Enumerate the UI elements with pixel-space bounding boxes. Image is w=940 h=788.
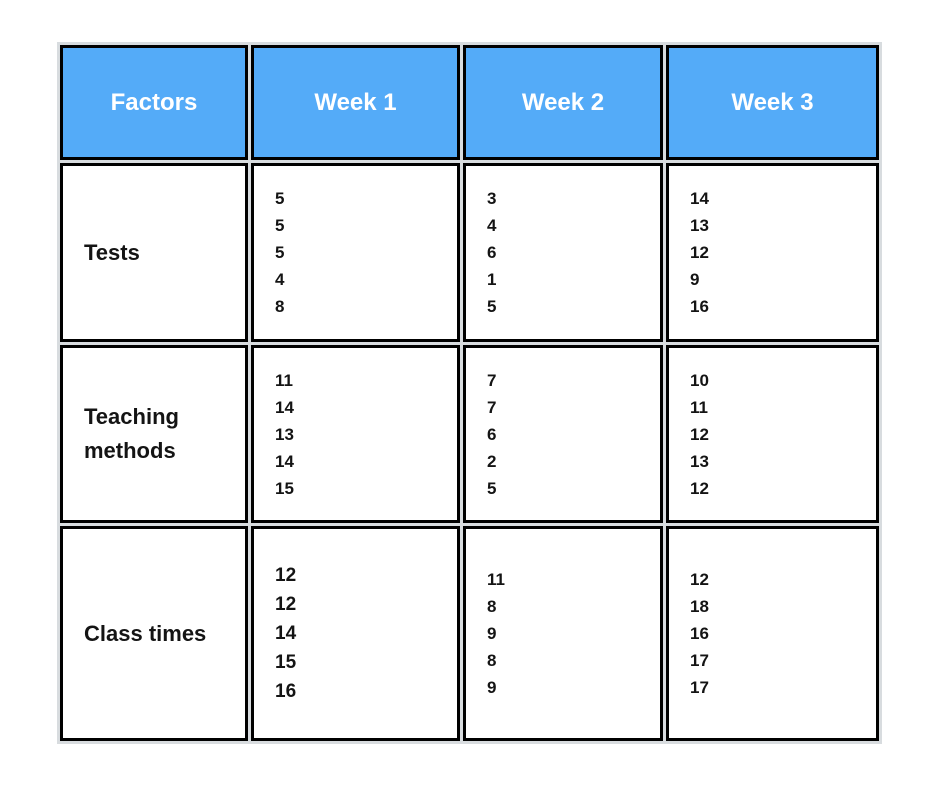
value-line: 4 — [275, 270, 285, 289]
value-line: 5 — [275, 243, 285, 262]
factor-label-class-times: Class times — [60, 526, 248, 741]
value-line: 14 — [275, 623, 297, 644]
value-line: 18 — [690, 597, 709, 616]
value-line: 16 — [275, 681, 297, 702]
value-line: 15 — [275, 652, 297, 673]
value-line: 12 — [275, 594, 297, 615]
header-cell-factors: Factors — [60, 45, 248, 160]
value-line: 10 — [690, 370, 709, 390]
value-line: 16 — [690, 624, 709, 643]
value-line: 8 — [275, 297, 285, 316]
value-line: 13 — [275, 424, 294, 444]
values-cell-tests-week3: 14 13 12 9 16 — [666, 163, 879, 342]
value-line: 1 — [487, 270, 497, 289]
value-line: 12 — [690, 243, 709, 262]
value-line: 5 — [275, 216, 285, 235]
value-line: 11 — [690, 397, 708, 417]
value-line: 3 — [487, 189, 497, 208]
factor-label-teaching-methods: Teaching methods — [60, 345, 248, 523]
value-line: 14 — [275, 451, 294, 471]
value-line: 12 — [275, 565, 297, 586]
value-line: 6 — [487, 243, 497, 262]
value-line: 5 — [275, 189, 285, 208]
value-line: 14 — [690, 189, 709, 208]
value-line: 17 — [690, 678, 709, 697]
table-header: Factors Week 1 Week 2 Week 3 — [60, 45, 879, 160]
values-cell-classtimes-week2: 11 8 9 8 9 — [463, 526, 663, 741]
table-row-class-times: Class times 12 12 14 15 16 11 8 9 8 9 12 18 16 17 17 — [60, 526, 879, 741]
value-line: 8 — [487, 651, 497, 670]
value-line: 12 — [690, 570, 709, 589]
value-line: 5 — [487, 478, 497, 498]
value-line: 7 — [487, 370, 497, 390]
values-cell-tests-week1: 5 5 5 4 8 — [251, 163, 460, 342]
values-cell-teaching-week2: 7 7 6 2 5 — [463, 345, 663, 523]
value-line: 17 — [690, 651, 709, 670]
values-cell-classtimes-week3: 12 18 16 17 17 — [666, 526, 879, 741]
value-line: 14 — [275, 397, 294, 417]
value-line: 11 — [487, 570, 505, 589]
factors-weeks-table: Factors Week 1 Week 2 Week 3 Tests 5 5 5 4 8… — [57, 42, 882, 744]
value-line: 12 — [690, 424, 709, 444]
table-row-teaching-methods: Teaching methods 11 14 13 14 15 7 7 6 2 5 10 11 12… — [60, 345, 879, 523]
header-cell-week1: Week 1 — [251, 45, 460, 160]
value-line: 9 — [487, 624, 497, 643]
factor-label-tests: Tests — [60, 163, 248, 342]
values-cell-tests-week2: 3 4 6 1 5 — [463, 163, 663, 342]
value-line: 7 — [487, 397, 497, 417]
values-cell-teaching-week1: 11 14 13 14 15 — [251, 345, 460, 523]
value-line: 13 — [690, 216, 709, 235]
value-line: 9 — [487, 678, 497, 697]
value-line: 16 — [690, 297, 709, 316]
value-line: 8 — [487, 597, 497, 616]
values-cell-teaching-week3: 10 11 12 13 12 — [666, 345, 879, 523]
value-line: 2 — [487, 451, 497, 471]
value-line: 4 — [487, 216, 497, 235]
value-line: 15 — [275, 478, 294, 498]
value-line: 9 — [690, 270, 700, 289]
values-cell-classtimes-week1: 12 12 14 15 16 — [251, 526, 460, 741]
header-cell-week2: Week 2 — [463, 45, 663, 160]
value-line: 13 — [690, 451, 709, 471]
value-line: 6 — [487, 424, 497, 444]
value-line: 5 — [487, 297, 497, 316]
header-cell-week3: Week 3 — [666, 45, 879, 160]
header-row: Factors Week 1 Week 2 Week 3 — [60, 45, 879, 160]
value-line: 11 — [275, 370, 293, 390]
value-line: 12 — [690, 478, 709, 498]
